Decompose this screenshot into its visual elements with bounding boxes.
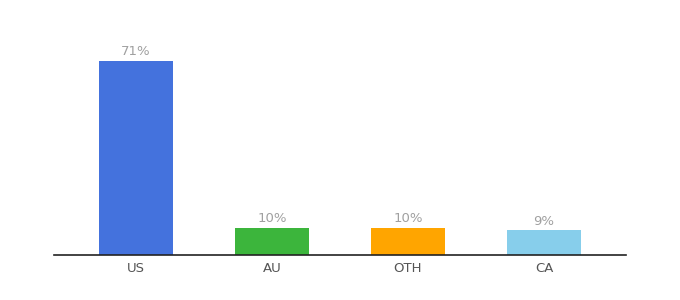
- Text: 71%: 71%: [121, 45, 151, 58]
- Text: 10%: 10%: [257, 212, 287, 225]
- Bar: [371, 228, 445, 255]
- Text: 9%: 9%: [534, 215, 554, 228]
- Bar: [235, 228, 309, 255]
- Bar: [507, 230, 581, 255]
- Bar: [99, 61, 173, 255]
- Text: 10%: 10%: [393, 212, 423, 225]
